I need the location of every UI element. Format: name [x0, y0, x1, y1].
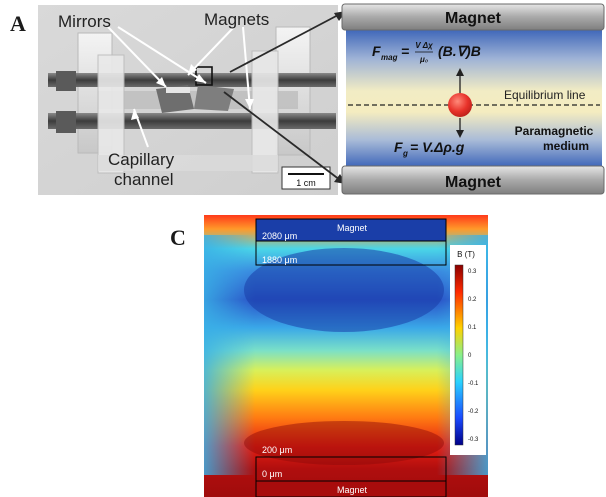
force-mag-lhs: F: [372, 43, 381, 59]
magnet-bar-upper-end: [56, 71, 76, 91]
levitation-schematic: Magnet Magnet F mag = V Δχ μ₀ (B.∇)B Equ…: [341, 3, 605, 195]
force-mag-equation: F mag = V Δχ μ₀ (B.∇)B: [372, 41, 481, 64]
colorbar-tick-label: 0.2: [468, 297, 477, 303]
mirror-right: [194, 85, 234, 111]
colorbar-tick-label: 0.3: [468, 269, 477, 275]
tick-0: 0 μm: [262, 469, 282, 479]
top-boundary-box: [255, 240, 447, 266]
frame-front-right: [251, 50, 279, 174]
force-mag-rhs: (B.∇)B: [438, 43, 481, 59]
force-mag-equals: =: [401, 43, 409, 59]
bottom-magnet: [341, 165, 605, 195]
arrowhead-magnets-1: [188, 64, 197, 75]
top-magnet-label: Magnet: [337, 223, 368, 233]
low-field-core: [244, 248, 444, 332]
medium-label-2: medium: [543, 139, 589, 153]
force-mag-frac-den: μ₀: [419, 55, 428, 64]
arrowhead-capillary: [131, 109, 139, 120]
arrowhead-mirrors-2: [195, 74, 206, 83]
colorbar: [454, 264, 464, 446]
arrow-mirrors-2: [117, 26, 207, 84]
colorbar-tick-label: -0.2: [468, 409, 479, 415]
device-photo: Mirrors Magnets Capillary channel 1 cm: [38, 5, 338, 195]
colorbar-tick-label: -0.1: [468, 381, 479, 387]
arrow-mirrors-1: [107, 26, 167, 88]
paramagnetic-medium: [346, 28, 602, 168]
tick-2080: 2080 μm: [262, 231, 297, 241]
label-mirrors: Mirrors: [58, 12, 111, 31]
force-mag-arrowhead: [456, 68, 464, 76]
bottom-magnet-label: Magnet: [337, 485, 368, 495]
arrowhead-mirrors-1: [156, 77, 166, 87]
panel-label-a: A: [10, 11, 26, 36]
force-mag-frac-num: V Δχ: [415, 41, 433, 50]
bottom-magnet-label: Magnet: [445, 174, 502, 191]
force-g-arrowhead: [456, 130, 464, 138]
force-g-equation: F g = V.Δρ.g: [394, 139, 465, 158]
arrow-magnets-1: [187, 26, 235, 76]
force-mag-sub: mag: [381, 53, 398, 62]
bottom-magnet-region: [255, 480, 447, 497]
label-capillary-1: Capillary: [108, 150, 175, 169]
force-g-sub: g: [402, 149, 408, 158]
force-g-rhs: = V.Δρ.g: [410, 139, 465, 155]
colorbar-tick-label: 0.1: [468, 325, 477, 331]
colorbar-tick-label: -0.3: [468, 437, 479, 443]
magnet-bar-lower: [48, 113, 336, 129]
scale-bar-label: 1 cm: [296, 178, 316, 188]
label-magnets: Magnets: [204, 10, 269, 29]
equilibrium-label: Equilibrium line: [504, 88, 586, 102]
frame-front-left: [97, 54, 125, 174]
tick-200: 200 μm: [262, 445, 292, 455]
magnet-bar-lower-end: [56, 111, 76, 133]
top-magnet: [341, 3, 605, 31]
colorbar-title: B (T): [457, 250, 475, 259]
top-magnet-label: Magnet: [445, 10, 502, 27]
mirror-highlight: [166, 87, 190, 93]
field-heatmap: Magnet 2080 μm 1880 μm Magnet 200 μm 0 μ…: [204, 215, 488, 497]
high-field-core: [244, 421, 444, 465]
tick-1880: 1880 μm: [262, 255, 297, 265]
force-g-lhs: F: [394, 139, 403, 155]
label-capillary-2: channel: [114, 170, 174, 189]
colorbar-tick-label: 0: [468, 353, 472, 359]
medium-label-1: Paramagnetic: [515, 124, 594, 138]
colorbar-ticks: 0.3 0.2 0.1 0 -0.1 -0.2 -0.3: [468, 269, 479, 443]
levitating-sphere: [448, 93, 472, 117]
panel-label-c: C: [170, 225, 186, 250]
